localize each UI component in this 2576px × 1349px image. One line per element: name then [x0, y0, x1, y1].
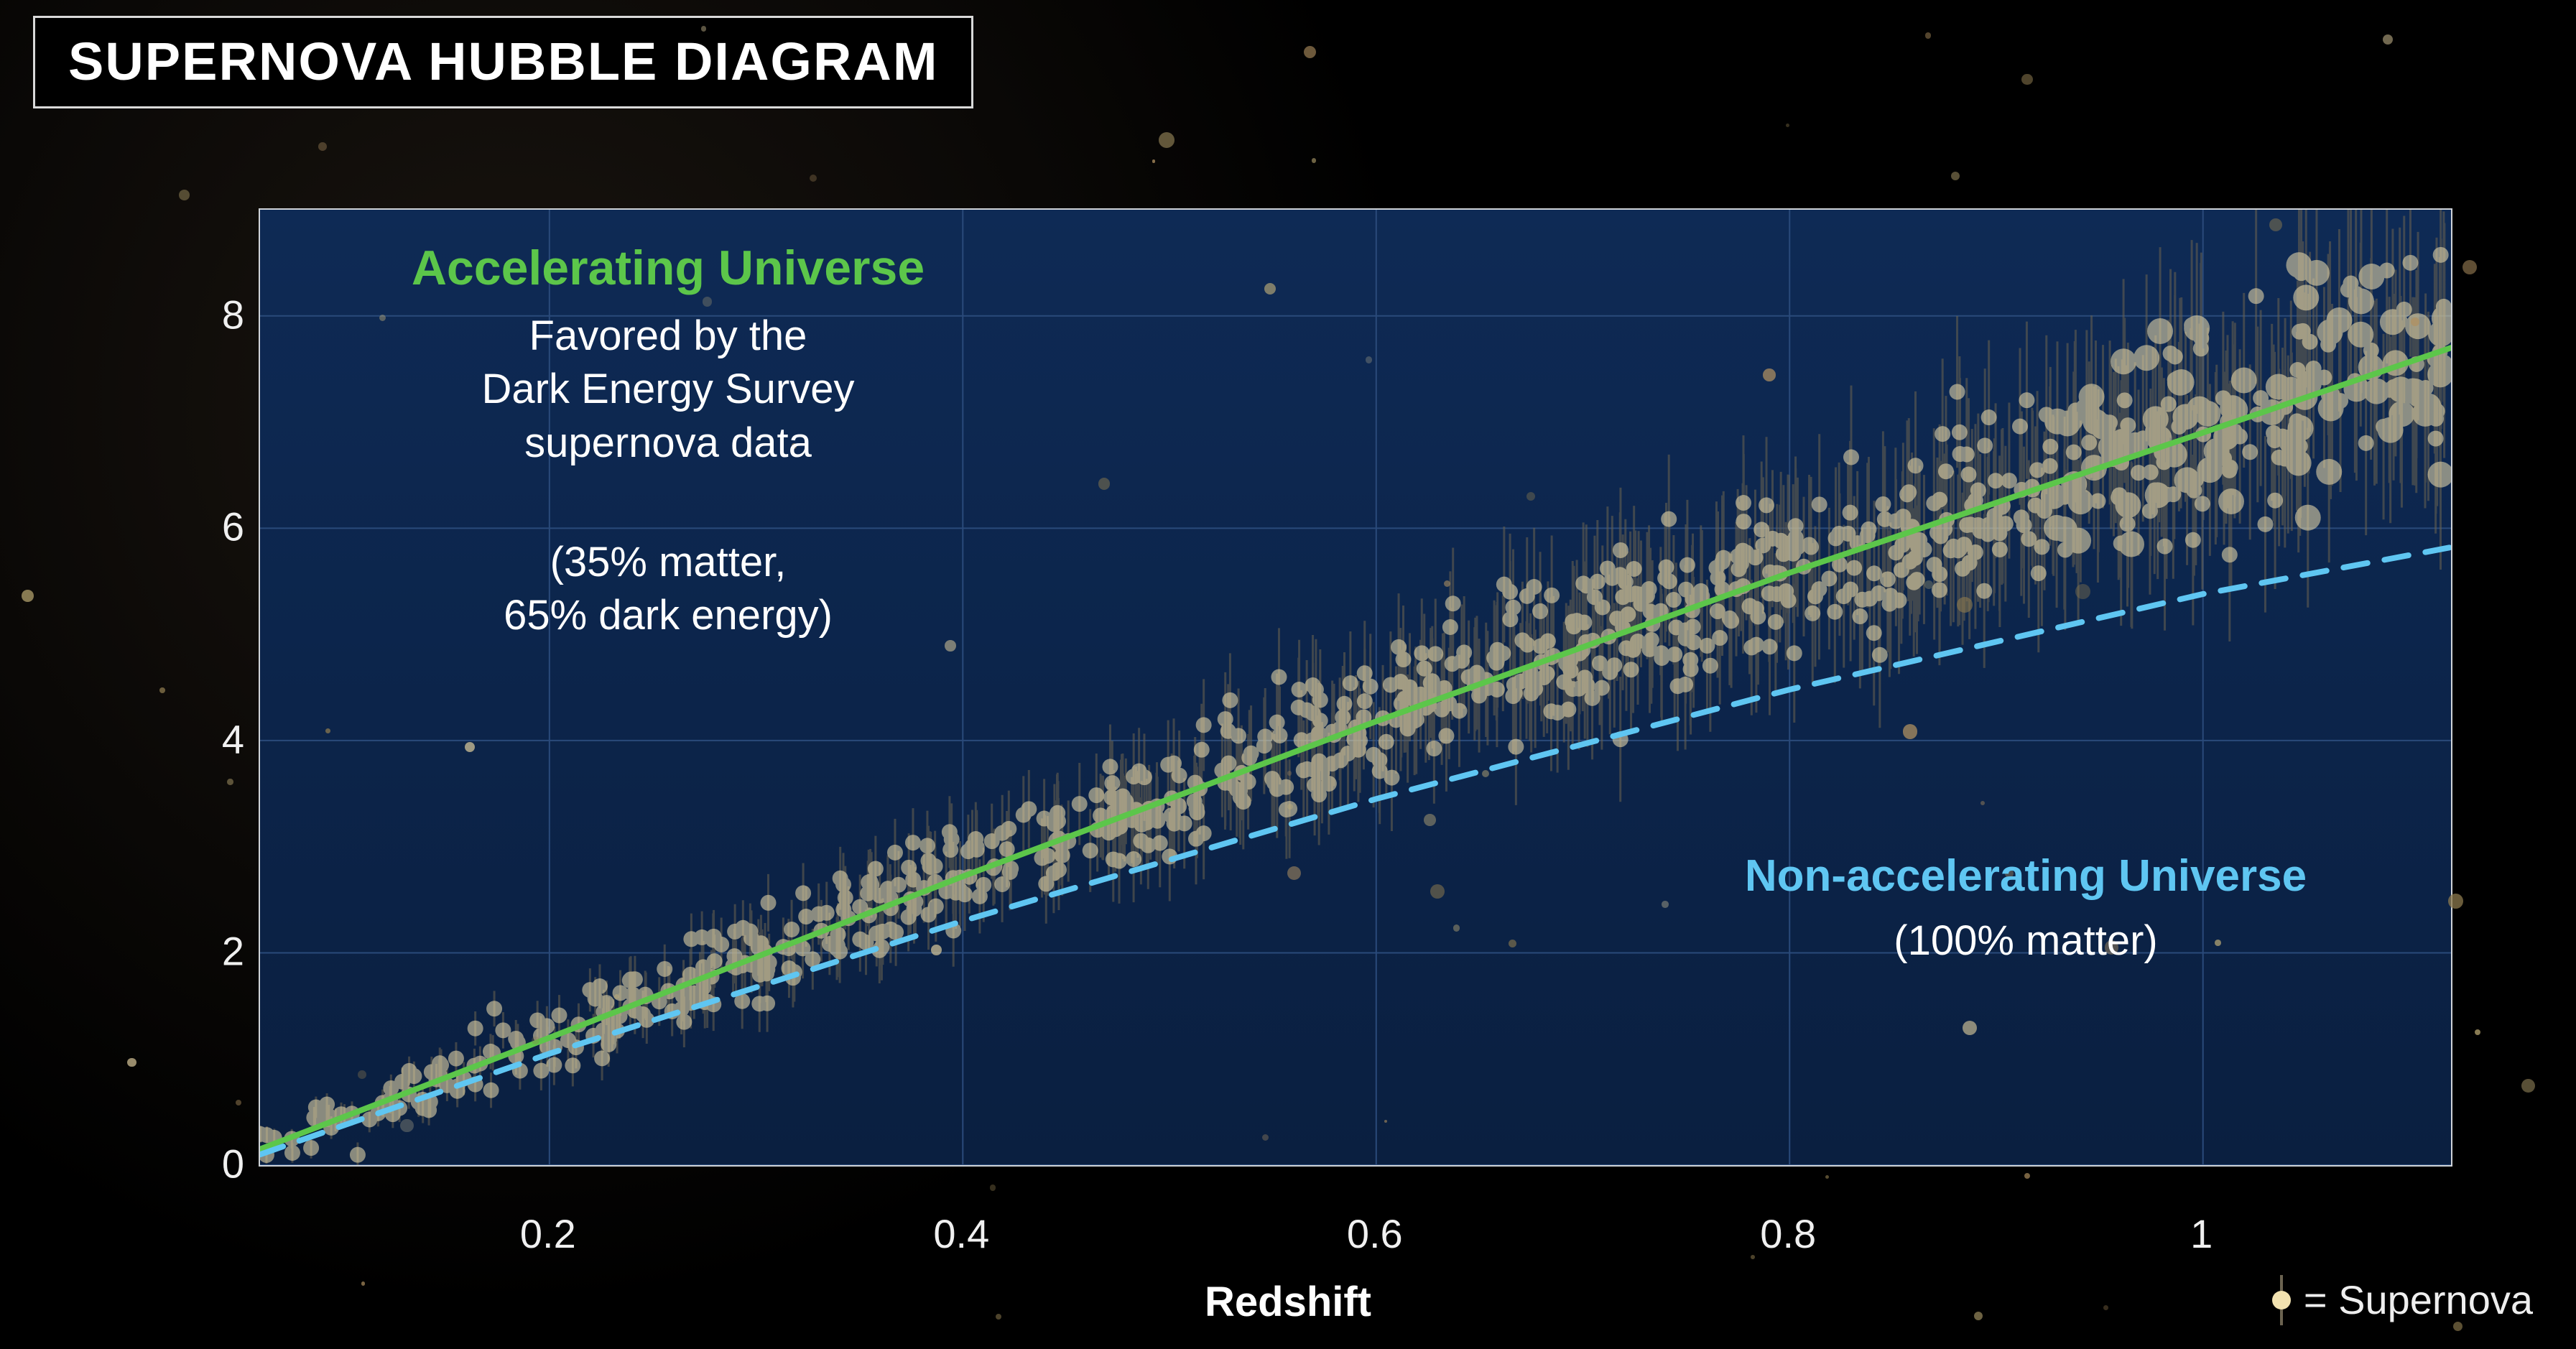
y-tick-label: 2 — [201, 928, 244, 975]
annotation-accel-sub: Favored by theDark Energy Surveysupernov… — [345, 310, 991, 642]
star-dot — [1366, 356, 1373, 363]
star-dot — [318, 142, 327, 151]
star-dot — [1152, 159, 1155, 162]
star-dot — [2383, 34, 2393, 45]
star-dot — [532, 1037, 539, 1044]
x-tick-label: 0.4 — [933, 1210, 989, 1257]
star-dot — [1287, 804, 1293, 810]
star-dot — [179, 190, 190, 200]
star-dot — [1098, 478, 1110, 489]
star-dot — [1763, 368, 1776, 381]
star-dot — [996, 1314, 1001, 1320]
y-tick-label: 6 — [201, 504, 244, 550]
y-tick-label: 0 — [201, 1141, 244, 1187]
star-dot — [22, 590, 34, 602]
legend-label: = Supernova — [2304, 1276, 2533, 1323]
annotation-accel-heading: Accelerating Universe — [345, 237, 991, 300]
star-dot — [1924, 580, 1933, 589]
y-tick-label: 8 — [201, 291, 244, 338]
star-dot — [1974, 1312, 1983, 1320]
star-dot — [2411, 317, 2419, 326]
star-dot — [127, 1058, 136, 1067]
star-dot — [227, 779, 233, 785]
legend-supernova: = Supernova — [2272, 1276, 2533, 1323]
star-dot — [2075, 584, 2090, 599]
y-tick-label: 4 — [201, 715, 244, 762]
star-dot — [1786, 124, 1789, 127]
annotation-accel: Accelerating Universe Favored by theDark … — [345, 237, 991, 642]
x-tick-label: 0.2 — [520, 1210, 576, 1257]
star-dot — [236, 1100, 241, 1105]
star-dot — [2024, 1173, 2030, 1179]
star-dot — [2475, 1029, 2480, 1035]
star-dot — [1159, 132, 1175, 148]
supernova-marker-icon — [2272, 1291, 2291, 1309]
star-dot — [701, 26, 707, 32]
star-dot — [1287, 866, 1301, 880]
star-dot — [1951, 172, 1960, 180]
star-dot — [1430, 884, 1445, 899]
star-dot — [159, 687, 165, 693]
star-dot — [990, 1185, 996, 1190]
star-dot — [2103, 1305, 2108, 1310]
star-dot — [1312, 158, 1316, 162]
star-dot — [1925, 32, 1931, 38]
star-dot — [2463, 260, 2477, 274]
annotation-nonaccel-sub: (100% matter) — [1659, 914, 2392, 968]
chart-title-badge: SUPERNOVA HUBBLE DIAGRAM — [33, 16, 973, 108]
star-dot — [2021, 74, 2032, 85]
star-dot — [358, 1070, 366, 1079]
hubble-diagram-frame: SUPERNOVA HUBBLE DIAGRAM Supernova Dista… — [0, 0, 2576, 1349]
star-dot — [1957, 597, 1973, 613]
star-dot — [1509, 940, 1516, 947]
annotation-nonaccel-heading: Non-accelerating Universe — [1659, 848, 2392, 904]
star-dot — [361, 1281, 366, 1286]
star-dot — [1424, 814, 1436, 826]
annotation-nonaccel: Non-accelerating Universe (100% matter) — [1659, 848, 2392, 968]
star-dot — [810, 175, 817, 182]
x-axis-label: Redshift — [1205, 1278, 1371, 1326]
star-dot — [1444, 580, 1450, 587]
star-dot — [931, 945, 942, 955]
star-dot — [1304, 46, 1316, 58]
star-dot — [1903, 724, 1917, 738]
x-tick-label: 0.6 — [1347, 1210, 1403, 1257]
star-dot — [325, 728, 330, 733]
x-tick-label: 0.8 — [1760, 1210, 1816, 1257]
star-dot — [2521, 1079, 2535, 1093]
x-tick-label: 1 — [2190, 1210, 2213, 1257]
star-dot — [400, 1119, 414, 1133]
star-dot — [1751, 1255, 1755, 1259]
star-dot — [1453, 924, 1460, 932]
star-dot — [1384, 1120, 1387, 1123]
star-dot — [1825, 1175, 1829, 1179]
star-dot — [1287, 771, 1292, 775]
star-dot — [2448, 894, 2463, 909]
star-dot — [2453, 1322, 2463, 1331]
